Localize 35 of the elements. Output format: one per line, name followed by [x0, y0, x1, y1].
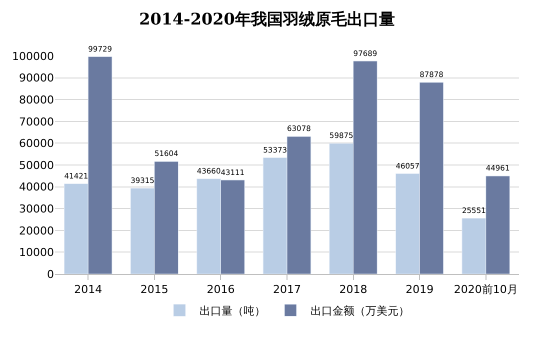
data-label: 39315: [130, 176, 155, 186]
y-tick-label: 20000: [19, 224, 54, 238]
y-tick-label: 100000: [12, 50, 54, 63]
y-tick-label: 60000: [19, 137, 54, 150]
chart-title: 2014-2020年我国羽绒原毛出口量: [139, 10, 395, 29]
y-tick-label: 30000: [19, 202, 54, 216]
data-label: 43111: [220, 168, 245, 177]
data-label: 87878: [420, 70, 444, 80]
data-label: 53373: [263, 145, 288, 154]
data-label: 97689: [353, 48, 378, 58]
x-tick-label: 2017: [273, 283, 301, 296]
y-tick-label: 0: [47, 268, 54, 281]
x-tick-label: 2018: [339, 283, 368, 296]
x-tick-label: 2015: [140, 283, 168, 296]
x-tick-label: 2019: [406, 283, 434, 296]
data-label: 44961: [486, 164, 510, 173]
y-tick-label: 90000: [19, 72, 54, 85]
y-tick-label: 40000: [19, 180, 54, 194]
x-tick-label: 2014: [74, 283, 102, 296]
legend-label: 出口金额（万美元）: [310, 304, 410, 318]
data-label: 46057: [396, 161, 420, 170]
data-label: 59875: [329, 131, 354, 140]
data-label: 51604: [154, 149, 179, 158]
legend-label: 出口量（吨）: [200, 304, 266, 318]
data-label: 63078: [287, 124, 312, 134]
x-tick-label: 2016: [206, 283, 235, 296]
y-tick-label: 70000: [19, 115, 54, 128]
x-tick-label: 2020前10月: [454, 283, 518, 296]
y-tick-label: 80000: [19, 93, 54, 106]
y-tick-label: 10000: [19, 246, 54, 260]
data-label: 41421: [64, 171, 88, 180]
data-label: 43660: [196, 166, 221, 176]
y-tick-label: 50000: [19, 158, 54, 172]
data-label: 25551: [462, 206, 486, 216]
data-label: 99729: [88, 44, 112, 54]
